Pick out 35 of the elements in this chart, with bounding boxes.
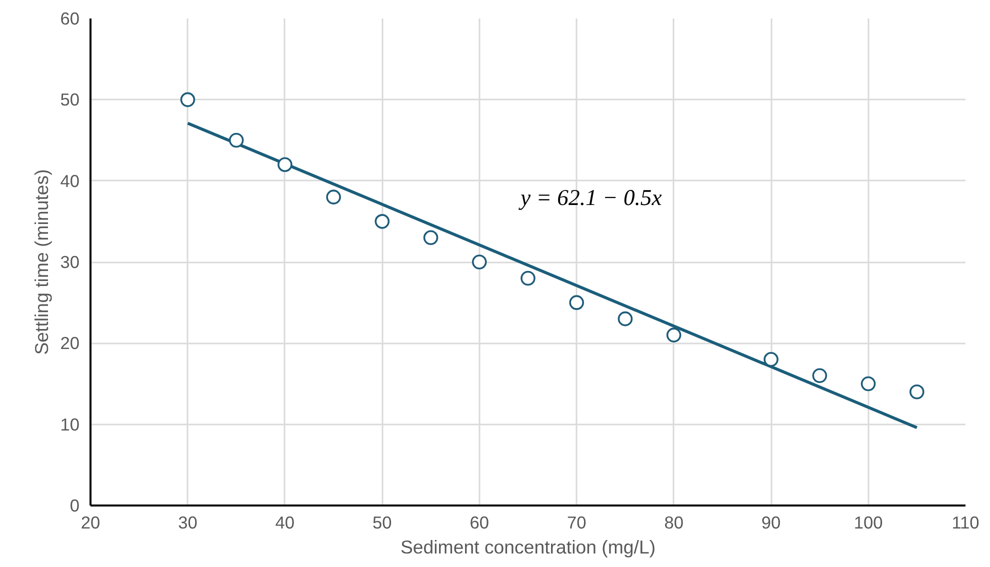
x-tick-label: 100	[854, 512, 883, 532]
y-tick-label: 40	[60, 170, 80, 191]
point	[764, 352, 778, 367]
point	[423, 230, 438, 246]
y-tick-label: 30	[60, 252, 80, 272]
annotation: y = 62.1 − 0.5x	[518, 185, 662, 210]
y-tick-label: 20	[60, 333, 80, 354]
point	[520, 270, 536, 286]
point	[666, 328, 682, 342]
x-tick-label: 110	[952, 512, 980, 532]
y-tick-label: 60	[60, 8, 80, 28]
x-tick-label: 20	[80, 512, 100, 532]
y-tick-label: 10	[60, 414, 80, 434]
y-axis-title: Settling time (minutes)	[31, 169, 52, 355]
point	[618, 311, 633, 326]
x-tick-label: 60	[470, 512, 490, 532]
x-tick-label: 50	[372, 512, 392, 532]
y-tick-label: 0	[70, 496, 80, 516]
x-tick-label: 30	[178, 512, 198, 532]
point	[228, 132, 244, 148]
x-tick-label: 80	[664, 512, 684, 532]
point	[472, 254, 487, 270]
point	[374, 214, 390, 229]
x-tick-label: 70	[566, 512, 586, 532]
point	[909, 384, 924, 400]
point	[326, 190, 341, 204]
point	[278, 157, 292, 172]
point	[180, 92, 196, 108]
x-tick-label: 90	[761, 512, 781, 532]
x-axis-title: Sediment concentration (mg/L)	[400, 536, 656, 558]
point	[569, 295, 584, 310]
x-tick-label: 40	[275, 512, 295, 532]
y-tick-label: 50	[60, 90, 80, 110]
point	[860, 376, 876, 392]
point	[812, 368, 828, 384]
